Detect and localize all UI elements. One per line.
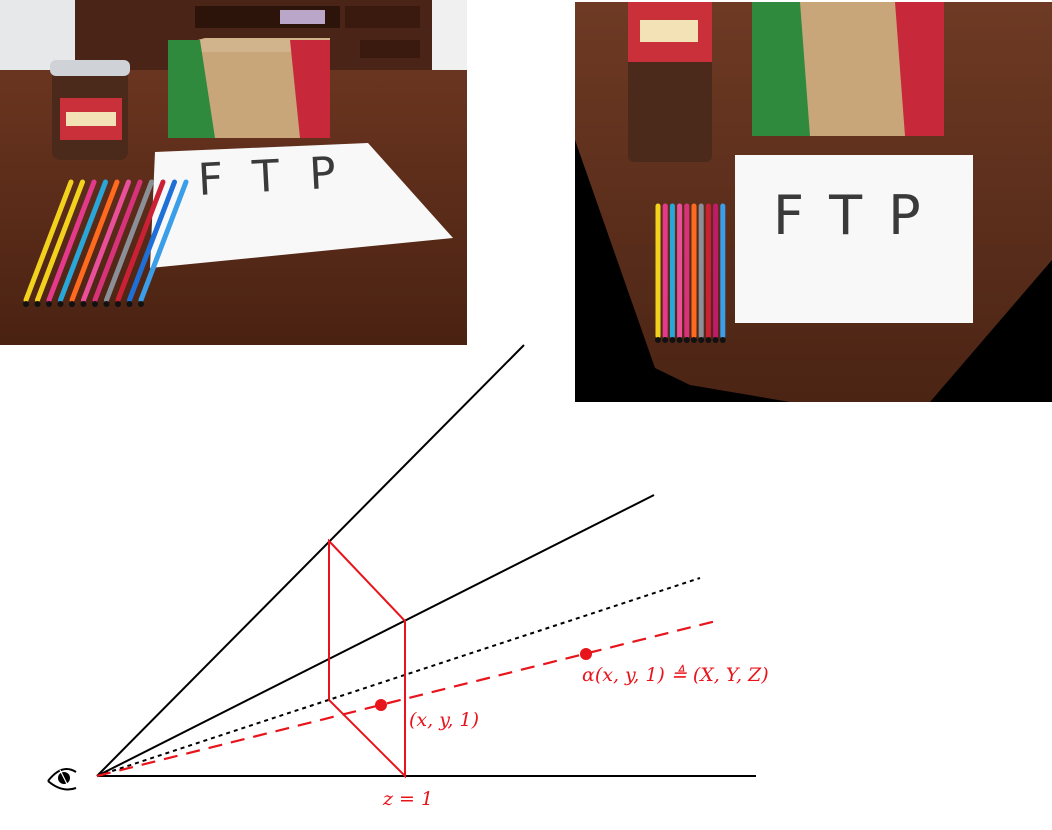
pen — [35, 179, 85, 303]
warp-void-left — [575, 140, 790, 402]
eye-icon — [47, 768, 77, 791]
pen-cap — [138, 301, 144, 307]
pen-cap — [80, 301, 87, 307]
image-plane-z1 — [328, 538, 406, 779]
pen-cap — [719, 337, 726, 343]
gift-box-right — [752, 2, 944, 136]
pen — [81, 179, 131, 303]
pen — [115, 179, 166, 303]
pen — [104, 179, 154, 303]
snack-jar-right — [628, 2, 712, 162]
pen — [69, 179, 120, 303]
pen — [138, 179, 189, 303]
pen-cap — [705, 337, 712, 343]
pen — [127, 179, 177, 303]
pen-cap — [683, 337, 690, 343]
pen — [92, 179, 143, 303]
pen-cap — [669, 337, 676, 343]
pen-cap — [34, 301, 41, 307]
paper-sheet-right: FTP — [735, 155, 973, 323]
projection-diagram: (x, y, 1) α(x, y, 1) ≜ (X, Y, Z) z = 1 — [47, 344, 769, 810]
pen-cap — [69, 301, 75, 307]
photo-original: FTP — [0, 0, 467, 345]
pen-cap — [691, 337, 697, 343]
pen — [23, 179, 74, 303]
pen-cap — [676, 337, 683, 343]
frustum-upper-ray — [96, 344, 525, 777]
gift-box-left — [168, 38, 330, 138]
snack-jar-left — [50, 60, 130, 160]
point-scaled — [580, 648, 592, 660]
label-point-on-plane: (x, y, 1) — [409, 709, 479, 731]
paper-text-left: FTP — [197, 146, 367, 206]
pen-cap — [126, 301, 133, 307]
optical-axis-dotted — [96, 577, 701, 777]
pen-cap — [103, 301, 110, 307]
pen-cap — [115, 301, 121, 307]
projection-ray-red — [96, 618, 721, 778]
warp-void-right — [930, 260, 1052, 402]
point-on-plane — [375, 699, 387, 711]
pen-cap — [655, 337, 661, 343]
pen — [58, 179, 108, 303]
photo-rectified: FTP — [575, 2, 1052, 402]
pen-cap — [23, 301, 29, 307]
pen-cap — [57, 301, 64, 307]
paper-sheet-left: FTP — [150, 143, 453, 268]
pen-cap — [712, 337, 719, 343]
pen-cap — [92, 301, 98, 307]
frustum-middle-ray — [96, 494, 655, 777]
paper-text-right: FTP — [773, 184, 947, 247]
pen-cap — [46, 301, 52, 307]
label-plane-z1: z = 1 — [382, 788, 433, 810]
pen — [46, 179, 97, 303]
pen-set-right — [655, 203, 726, 343]
pen-cap — [662, 337, 669, 343]
label-point-scaled: α(x, y, 1) ≜ (X, Y, Z) — [582, 664, 769, 686]
pen-set-left — [23, 179, 189, 307]
pen-cap — [698, 337, 705, 343]
